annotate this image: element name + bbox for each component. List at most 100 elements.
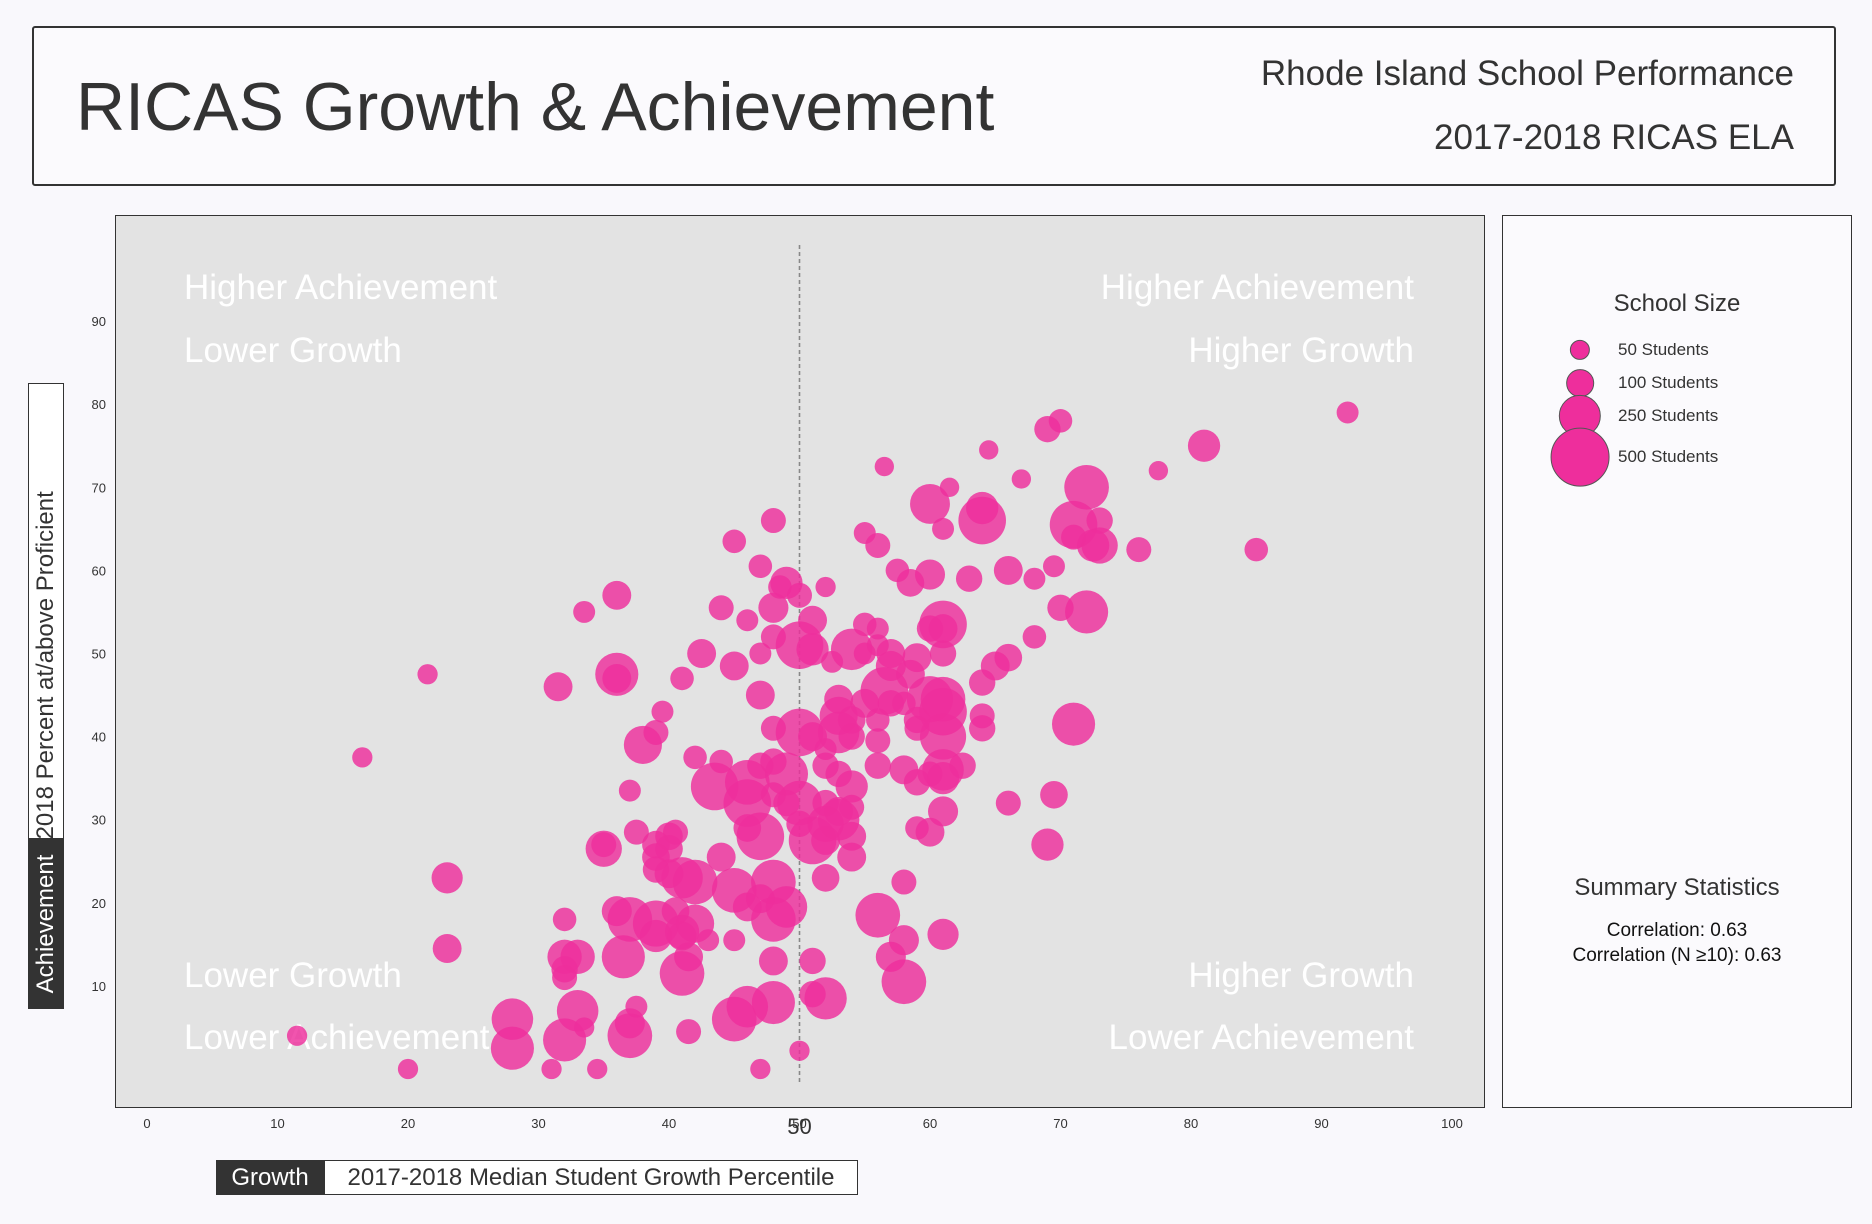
- y-tick-label: 90: [92, 314, 106, 329]
- data-point: [1064, 464, 1109, 510]
- data-point: [591, 832, 617, 858]
- y-tick-label: 80: [92, 397, 106, 412]
- data-point: [874, 456, 894, 477]
- x-tick-label: 30: [531, 1116, 545, 1131]
- data-point: [855, 892, 901, 938]
- data-point: [683, 745, 707, 770]
- data-point: [979, 440, 999, 460]
- data-point: [966, 491, 999, 525]
- data-point: [661, 897, 690, 925]
- data-point: [812, 789, 839, 817]
- data-point: [543, 672, 573, 702]
- legend-bubble: [1550, 427, 1610, 487]
- data-point: [865, 728, 891, 754]
- data-point: [929, 640, 957, 667]
- data-point: [748, 554, 773, 579]
- legend-label: 250 Students: [1618, 406, 1719, 425]
- data-point: [1040, 780, 1068, 809]
- data-point: [552, 907, 577, 932]
- data-point: [866, 617, 889, 640]
- y-tick-label: 50: [92, 647, 106, 662]
- data-point: [768, 575, 792, 599]
- x-tick-label: 20: [401, 1116, 415, 1131]
- x-tick-label: 40: [662, 1116, 676, 1131]
- y-tick-label: 30: [92, 813, 106, 828]
- data-point: [602, 580, 632, 610]
- y-axis-tag: Achievement: [32, 854, 59, 993]
- data-point: [1048, 409, 1073, 433]
- data-point: [676, 1019, 702, 1045]
- summary-title: Summary Statistics: [1574, 874, 1780, 901]
- y-tick-label: 10: [92, 979, 106, 994]
- data-point: [574, 1017, 595, 1038]
- data-point: [1148, 461, 1169, 481]
- data-point: [625, 995, 648, 1018]
- y-axis-tag-box: Achievement: [28, 838, 64, 1009]
- data-point: [722, 529, 747, 554]
- data-point: [723, 929, 746, 952]
- x-tick-label: 50: [792, 1116, 806, 1131]
- quadrant-label-bottom-left: Lower Achievement: [184, 1018, 490, 1057]
- data-point: [1022, 625, 1047, 649]
- data-point: [670, 666, 694, 691]
- data-point: [1336, 401, 1359, 424]
- data-point: [760, 508, 786, 534]
- data-point: [760, 715, 786, 741]
- data-point: [1031, 828, 1064, 861]
- data-point: [736, 609, 759, 632]
- data-point: [939, 477, 960, 497]
- data-point: [969, 669, 996, 696]
- data-point: [745, 680, 775, 710]
- data-point: [1023, 567, 1046, 590]
- data-point: [758, 592, 789, 623]
- data-point: [895, 659, 925, 689]
- legend-item: 100 Students: [1540, 369, 1840, 423]
- data-point: [796, 633, 829, 666]
- data-point: [866, 708, 890, 732]
- x-tick-label: 90: [1314, 1116, 1328, 1131]
- data-point: [642, 856, 670, 883]
- quadrant-label-top-right: Higher Achievement: [1101, 268, 1414, 307]
- legend-bubble: [1566, 369, 1594, 397]
- data-point: [885, 558, 910, 583]
- data-point: [1042, 555, 1065, 578]
- data-point: [749, 642, 772, 665]
- data-point: [824, 684, 854, 714]
- data-point: [1047, 594, 1074, 621]
- data-point: [1051, 702, 1096, 746]
- data-point: [552, 965, 578, 991]
- data-point: [811, 864, 840, 892]
- data-point: [891, 869, 917, 895]
- legend-label: 50 Students: [1618, 340, 1709, 359]
- data-point: [706, 842, 736, 872]
- correlation-n10-stat: Correlation (N ≥10): 0.63: [1572, 945, 1782, 966]
- x-axis-title: 2017-2018 Median Student Growth Percenti…: [324, 1160, 858, 1195]
- data-point: [601, 896, 632, 927]
- data-point: [352, 747, 373, 768]
- data-point: [853, 642, 876, 665]
- chart-subtitle-year: 2017-2018 RICAS ELA: [1434, 118, 1794, 157]
- y-tick-label: 40: [92, 730, 106, 745]
- data-point: [687, 639, 717, 668]
- data-point: [1011, 469, 1032, 489]
- data-point: [651, 700, 674, 723]
- x-tick-label: 70: [1053, 1116, 1067, 1131]
- data-point: [431, 862, 463, 894]
- data-point: [601, 935, 645, 979]
- data-point: [932, 517, 955, 540]
- data-point: [587, 1058, 608, 1080]
- data-point: [814, 738, 837, 761]
- data-point: [397, 1058, 419, 1080]
- data-point: [995, 790, 1021, 816]
- data-point: [1126, 537, 1152, 563]
- data-point: [815, 576, 836, 598]
- x-tick-label: 80: [1184, 1116, 1198, 1131]
- data-point: [955, 565, 983, 592]
- data-point: [760, 748, 787, 775]
- data-point: [760, 782, 786, 808]
- legend-item: 500 Students: [1540, 427, 1840, 497]
- data-point: [916, 615, 944, 642]
- data-point: [639, 919, 673, 953]
- data-point: [733, 814, 762, 842]
- data-point: [927, 918, 959, 950]
